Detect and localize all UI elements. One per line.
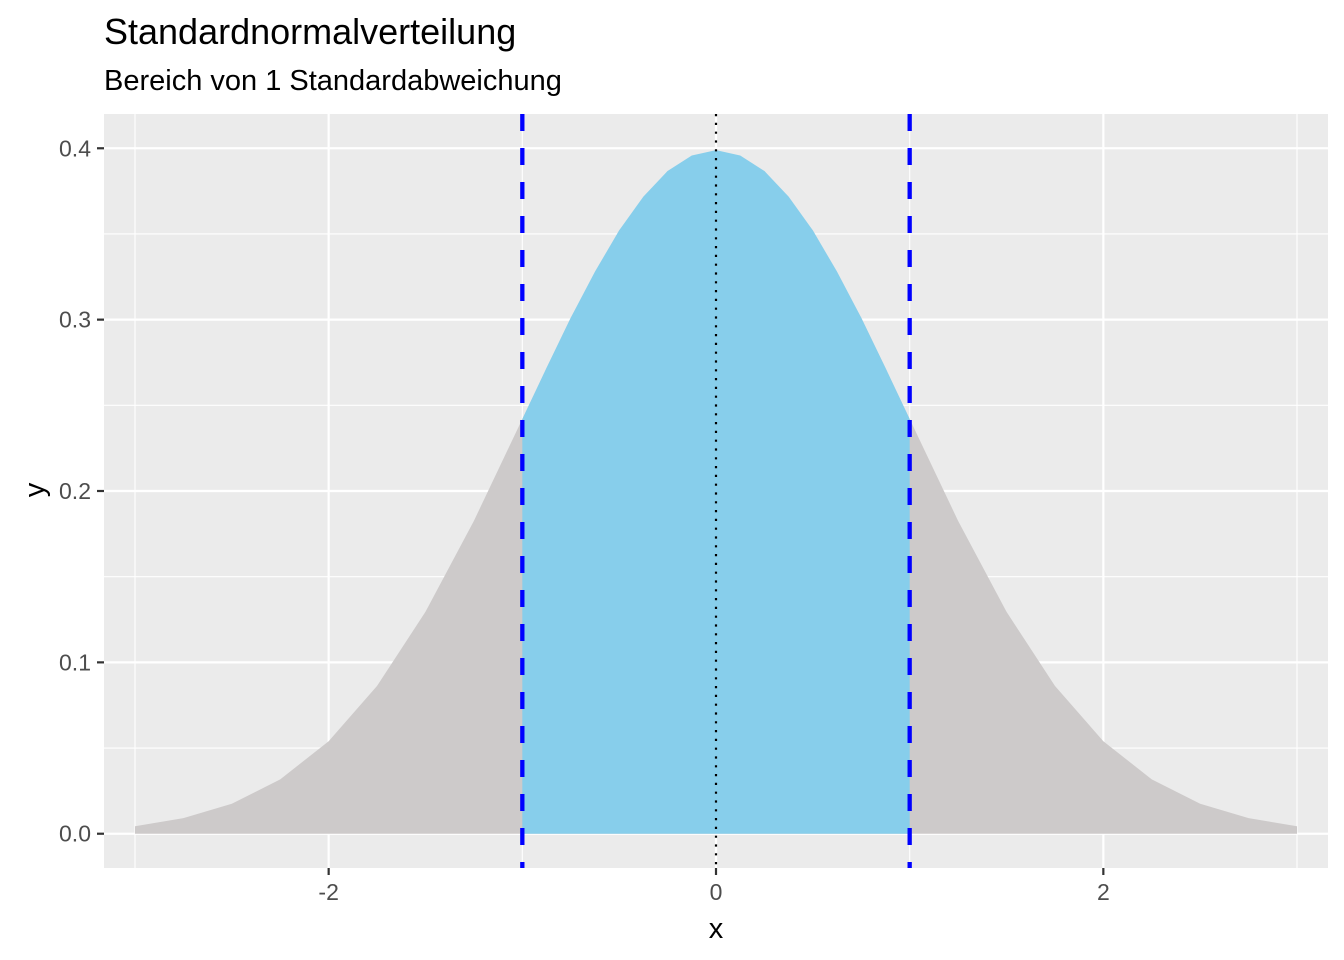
y-tick-label: 0.4 [59,135,91,161]
y-tick-label: 0.2 [59,478,91,504]
x-axis-label: x [709,913,724,945]
y-tick-label: 0.3 [59,307,91,333]
y-tick-label: 0.1 [59,649,91,675]
y-axis-label: y [19,482,51,497]
y-tick-label: 0.0 [59,821,91,847]
x-tick-label: 0 [710,879,723,905]
x-tick-label: -2 [318,879,338,905]
chart-title: Standardnormalverteilung [104,11,516,52]
density-area-highlight [522,150,910,834]
chart-subtitle: Bereich von 1 Standardabweichung [104,65,562,97]
x-tick-label: 2 [1097,879,1110,905]
plot-area: -2 0 2 0.0 0.1 0.2 0.3 0.4 [59,114,1328,905]
